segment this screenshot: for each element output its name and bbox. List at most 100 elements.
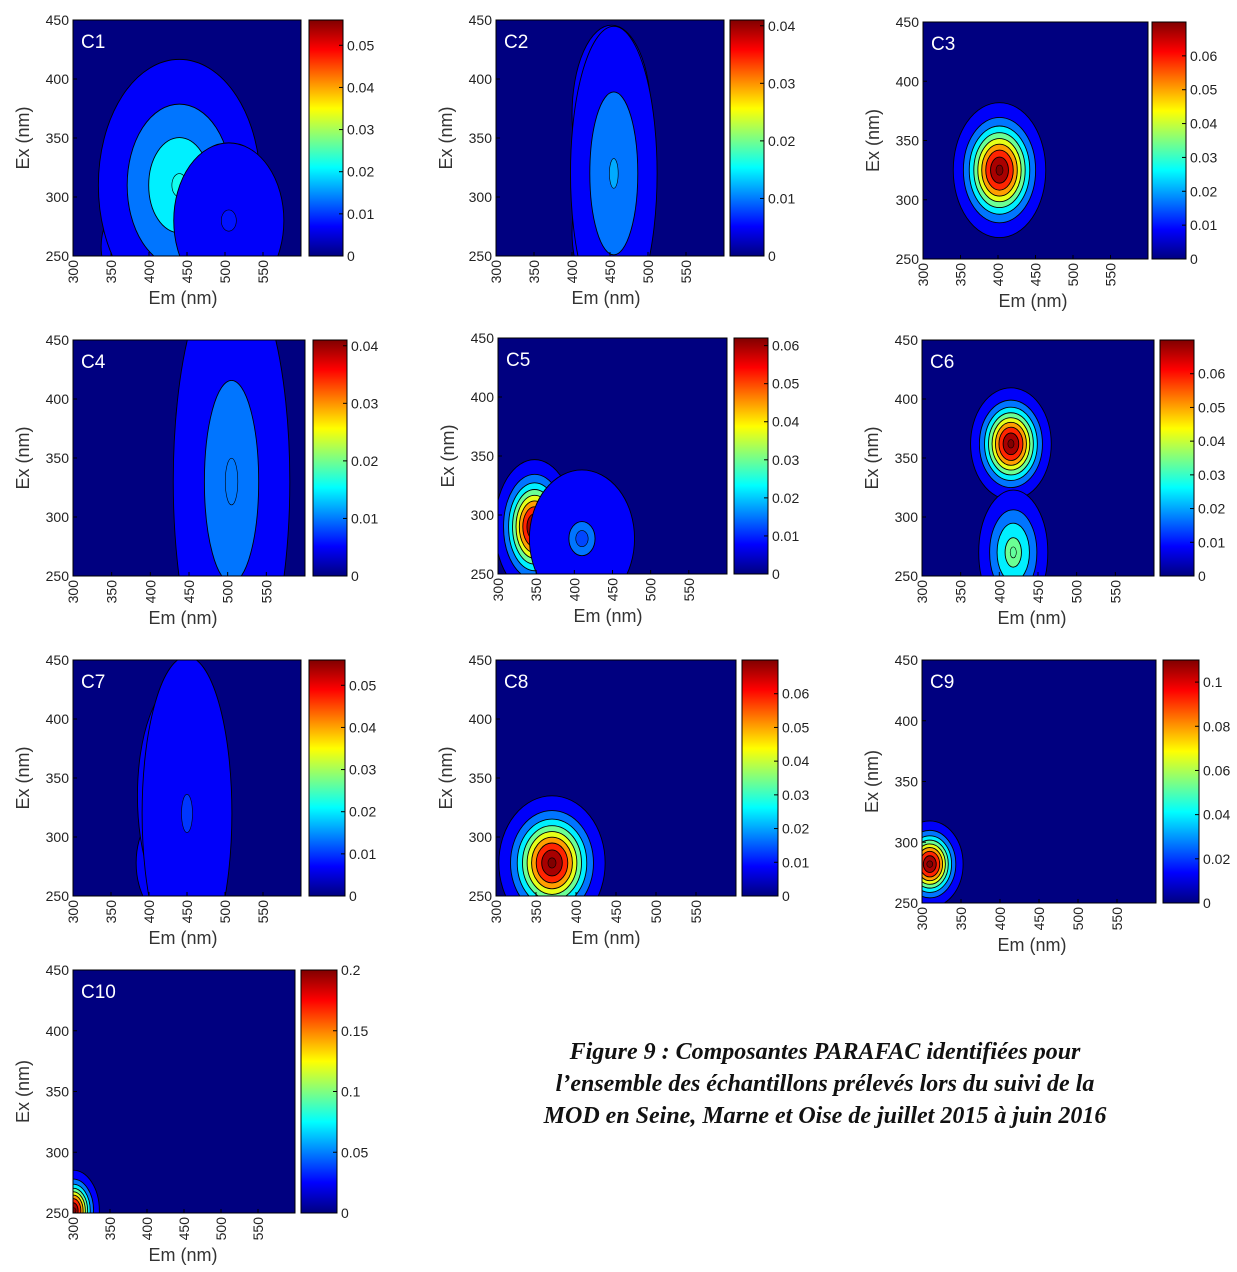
panel-label: C10 bbox=[81, 982, 116, 1003]
y-tick-label: 250 bbox=[46, 888, 70, 904]
colorbar-tick-label: 0.02 bbox=[349, 804, 376, 820]
colorbar-tick-label: 0 bbox=[347, 248, 355, 264]
colorbar-tick-label: 0.2 bbox=[341, 962, 361, 978]
y-tick-label: 400 bbox=[46, 1023, 70, 1039]
colorbar bbox=[729, 19, 765, 257]
y-tick-label: 400 bbox=[895, 391, 919, 407]
colorbar-tick-label: 0.04 bbox=[768, 18, 795, 34]
y-tick-label: 300 bbox=[46, 1144, 70, 1160]
x-axis-label: Em (nm) bbox=[149, 1245, 218, 1265]
colorbar-tick-label: 0.02 bbox=[1198, 501, 1225, 517]
peak-core bbox=[220, 209, 237, 232]
figure-caption: Figure 9 : Composantes PARAFAC identifié… bbox=[450, 1036, 1200, 1132]
peak-core bbox=[547, 857, 557, 869]
fluorescence-peak-3 bbox=[141, 660, 233, 896]
y-tick-label: 300 bbox=[471, 507, 495, 523]
y-tick-label: 250 bbox=[469, 248, 493, 264]
y-axis-label: Ex (nm) bbox=[13, 427, 33, 490]
panel-label: C6 bbox=[930, 352, 954, 373]
x-tick-label: 550 bbox=[1109, 907, 1125, 931]
x-tick-label: 400 bbox=[139, 1217, 155, 1241]
peak-core bbox=[995, 164, 1004, 176]
x-tick-label: 400 bbox=[566, 578, 582, 602]
x-tick-label: 300 bbox=[915, 263, 931, 287]
colorbar-tick-label: 0.05 bbox=[341, 1144, 368, 1160]
caption-line-3: MOD en Seine, Marne et Oise de juillet 2… bbox=[543, 1103, 1107, 1129]
colorbar-tick-label: 0.03 bbox=[349, 762, 376, 778]
x-axis-label: Em (nm) bbox=[998, 608, 1067, 628]
colorbar-tick-label: 0.04 bbox=[772, 414, 799, 430]
colorbar-tick-label: 0.04 bbox=[1190, 116, 1217, 132]
y-tick-label: 350 bbox=[46, 450, 70, 466]
peak-core bbox=[1009, 546, 1017, 559]
y-axis-label: Ex (nm) bbox=[13, 1060, 33, 1123]
colorbar-tick-label: 0 bbox=[349, 888, 357, 904]
x-tick-label: 500 bbox=[648, 900, 664, 924]
x-tick-label: 300 bbox=[65, 900, 81, 924]
colorbar-tick-label: 0.04 bbox=[1198, 433, 1225, 449]
colorbar-tick-label: 0.04 bbox=[349, 719, 376, 735]
colorbar-tick-label: 0.06 bbox=[1198, 366, 1225, 382]
colorbar-tick-label: 0.05 bbox=[782, 719, 809, 735]
y-tick-label: 450 bbox=[896, 14, 920, 30]
colorbar bbox=[308, 19, 344, 257]
x-tick-label: 450 bbox=[181, 580, 197, 604]
y-tick-label: 450 bbox=[471, 330, 495, 346]
peak-core bbox=[224, 457, 239, 506]
y-tick-label: 400 bbox=[471, 389, 495, 405]
y-axis-label: Ex (nm) bbox=[13, 747, 33, 810]
colorbar-tick-label: 0.06 bbox=[772, 338, 799, 354]
peak-core bbox=[73, 1207, 77, 1213]
y-tick-label: 400 bbox=[896, 73, 920, 89]
y-tick-label: 450 bbox=[46, 12, 70, 28]
x-tick-label: 400 bbox=[141, 900, 157, 924]
y-tick-label: 350 bbox=[46, 130, 70, 146]
x-tick-label: 350 bbox=[528, 900, 544, 924]
y-axis-label: Ex (nm) bbox=[13, 107, 33, 170]
colorbar-tick-label: 0.06 bbox=[782, 686, 809, 702]
x-tick-label: 550 bbox=[1107, 580, 1123, 604]
x-axis-label: Em (nm) bbox=[149, 288, 218, 308]
y-tick-label: 250 bbox=[46, 1205, 70, 1221]
y-tick-label: 450 bbox=[46, 652, 70, 668]
colorbar-tick-label: 0.04 bbox=[351, 338, 378, 354]
fluorescence-peak-1 bbox=[922, 820, 964, 903]
colorbar-tick-label: 0.04 bbox=[347, 79, 374, 95]
y-tick-label: 450 bbox=[895, 332, 919, 348]
colorbar-tick-label: 0.03 bbox=[768, 75, 795, 91]
y-tick-label: 450 bbox=[469, 12, 493, 28]
y-axis-label: Ex (nm) bbox=[436, 107, 456, 170]
x-tick-label: 450 bbox=[179, 900, 195, 924]
colorbar-tick-label: 0.05 bbox=[349, 677, 376, 693]
colorbar-tick-label: 0.01 bbox=[1198, 534, 1225, 550]
x-tick-label: 450 bbox=[608, 900, 624, 924]
y-tick-label: 350 bbox=[471, 448, 495, 464]
colorbar-tick-label: 0.05 bbox=[1190, 82, 1217, 98]
x-tick-label: 500 bbox=[640, 260, 656, 284]
colorbar bbox=[733, 337, 769, 575]
colorbar-tick-label: 0 bbox=[772, 566, 780, 582]
y-tick-label: 350 bbox=[46, 770, 70, 786]
colorbar-tick-label: 0.05 bbox=[772, 376, 799, 392]
y-tick-label: 400 bbox=[46, 71, 70, 87]
x-tick-label: 550 bbox=[250, 1217, 266, 1241]
colorbar-tick-label: 0 bbox=[1190, 251, 1198, 267]
x-tick-label: 300 bbox=[488, 260, 504, 284]
x-tick-label: 300 bbox=[914, 580, 930, 604]
x-tick-label: 350 bbox=[528, 578, 544, 602]
x-tick-label: 500 bbox=[1070, 907, 1086, 931]
colorbar-tick-label: 0.01 bbox=[347, 206, 374, 222]
colorbar-tick-label: 0.01 bbox=[351, 510, 378, 526]
y-axis-label: Ex (nm) bbox=[438, 425, 458, 488]
y-tick-label: 250 bbox=[895, 895, 919, 911]
colorbar-tick-label: 0.03 bbox=[772, 452, 799, 468]
colorbar bbox=[741, 659, 779, 897]
y-tick-label: 400 bbox=[46, 391, 70, 407]
colorbar-tick-label: 0.02 bbox=[1190, 183, 1217, 199]
colorbar-tick-label: 0.01 bbox=[768, 190, 795, 206]
contour-level bbox=[141, 660, 233, 896]
